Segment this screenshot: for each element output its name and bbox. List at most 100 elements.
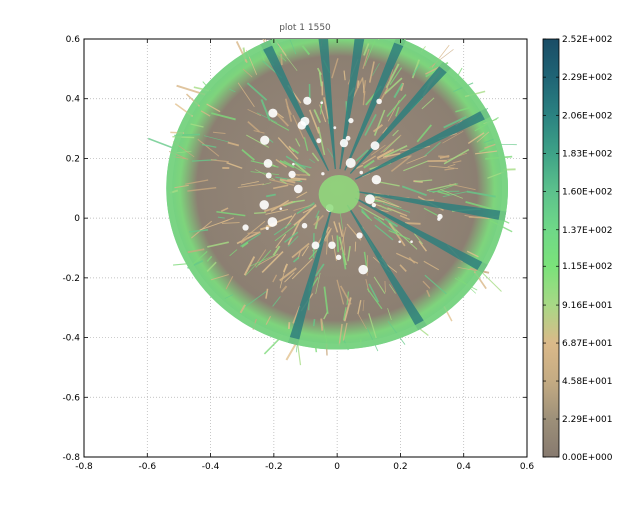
texture-streak — [399, 264, 407, 273]
texture-streak — [443, 115, 467, 129]
texture-streak — [342, 322, 348, 341]
texture-streak — [466, 190, 496, 198]
colorbar-tick-label: 2.29E+001 — [562, 415, 612, 425]
disc-rim — [166, 39, 508, 350]
x-tick-label: -0.4 — [202, 462, 220, 472]
texture-streak — [236, 231, 261, 245]
y-tick-label: 0.4 — [66, 95, 81, 105]
texture-streak — [273, 184, 289, 190]
sky-gap — [398, 240, 401, 243]
texture-streak — [340, 213, 343, 230]
sky-gap — [311, 241, 320, 250]
texture-streak — [287, 235, 299, 247]
texture-streak — [280, 285, 288, 293]
texture-streak — [414, 233, 423, 245]
texture-streak — [216, 210, 246, 217]
texture-streak — [273, 222, 292, 236]
texture-streak — [312, 319, 316, 327]
texture-streak — [412, 64, 421, 76]
texture-streak — [301, 245, 309, 257]
sky-gap — [242, 224, 249, 231]
texture-streak — [241, 241, 249, 248]
scan-beam — [357, 191, 507, 222]
y-tick-label: -0.6 — [62, 393, 80, 403]
texture-streak — [282, 263, 289, 273]
texture-streak — [485, 155, 513, 160]
texture-streak — [315, 272, 321, 295]
scan-beam — [344, 39, 406, 171]
texture-streak — [388, 229, 411, 240]
sky-gap — [268, 108, 278, 118]
texture-streak — [383, 136, 401, 153]
y-tick-label: 0 — [74, 214, 80, 224]
x-tick-label: 0.4 — [457, 462, 472, 472]
scan-beam — [346, 204, 427, 331]
texture-streak — [294, 162, 311, 177]
texture-streak — [438, 155, 450, 158]
texture-streak — [373, 276, 386, 294]
texture-streak — [175, 150, 192, 154]
texture-streak — [442, 130, 464, 144]
colorbar-tick-label: 1.60E+002 — [562, 188, 612, 198]
texture-streak — [481, 272, 502, 292]
sky-gap — [321, 172, 325, 176]
colorbar-tick-label: 0.00E+000 — [562, 453, 613, 463]
texture-streak — [229, 249, 238, 257]
texture-streak — [363, 43, 370, 56]
texture-streak — [336, 279, 345, 305]
texture-streak — [423, 207, 438, 216]
texture-streak — [444, 167, 455, 171]
texture-streak — [287, 219, 302, 246]
x-tick-label: -0.6 — [139, 462, 157, 472]
colorbar-tick-label: 4.58E+001 — [562, 377, 612, 387]
texture-streak — [343, 307, 347, 321]
texture-streak — [185, 179, 209, 185]
texture-streak — [314, 263, 325, 277]
texture-streak — [187, 248, 205, 254]
sky-gap — [437, 217, 441, 221]
sky-gap — [333, 126, 337, 130]
texture-streak — [281, 50, 298, 72]
sky-gap — [364, 194, 375, 205]
sky-gap — [320, 101, 324, 105]
texture-streak — [385, 69, 394, 95]
texture-streak — [392, 129, 399, 137]
texture-streak — [247, 231, 261, 235]
texture-streak — [424, 141, 441, 157]
texture-streak — [384, 77, 403, 95]
texture-streak — [338, 236, 347, 266]
texture-streak — [455, 107, 470, 113]
texture-streak — [269, 178, 295, 186]
texture-streak — [338, 222, 344, 237]
colorbar-tick-label: 9.16E+001 — [562, 301, 612, 311]
texture-streak — [293, 215, 306, 226]
texture-streak — [237, 183, 265, 188]
texture-streak — [339, 285, 352, 305]
texture-streak — [272, 245, 281, 256]
texture-streak — [377, 157, 388, 161]
texture-streak — [275, 158, 288, 168]
texture-streak — [384, 280, 386, 293]
texture-streak — [261, 250, 284, 274]
texture-streak — [240, 237, 249, 244]
texture-streak — [396, 252, 419, 264]
texture-streak — [260, 99, 271, 121]
texture-streak — [389, 284, 396, 294]
texture-streak — [295, 138, 301, 147]
texture-streak — [265, 193, 276, 198]
texture-streak — [206, 103, 221, 113]
texture-streak — [256, 112, 278, 124]
texture-streak — [277, 137, 299, 160]
texture-streak — [416, 124, 432, 143]
texture-streak — [284, 231, 299, 243]
y-tick-label: -0.8 — [62, 453, 80, 463]
texture-streak — [271, 39, 274, 40]
texture-streak — [207, 241, 229, 248]
texture-streak — [382, 127, 388, 134]
sky-gap — [359, 170, 364, 175]
scan-beam — [354, 197, 488, 274]
texture-streak — [279, 179, 287, 184]
texture-streak — [422, 280, 431, 289]
texture-streak — [377, 148, 395, 159]
sky-gap — [370, 141, 380, 151]
